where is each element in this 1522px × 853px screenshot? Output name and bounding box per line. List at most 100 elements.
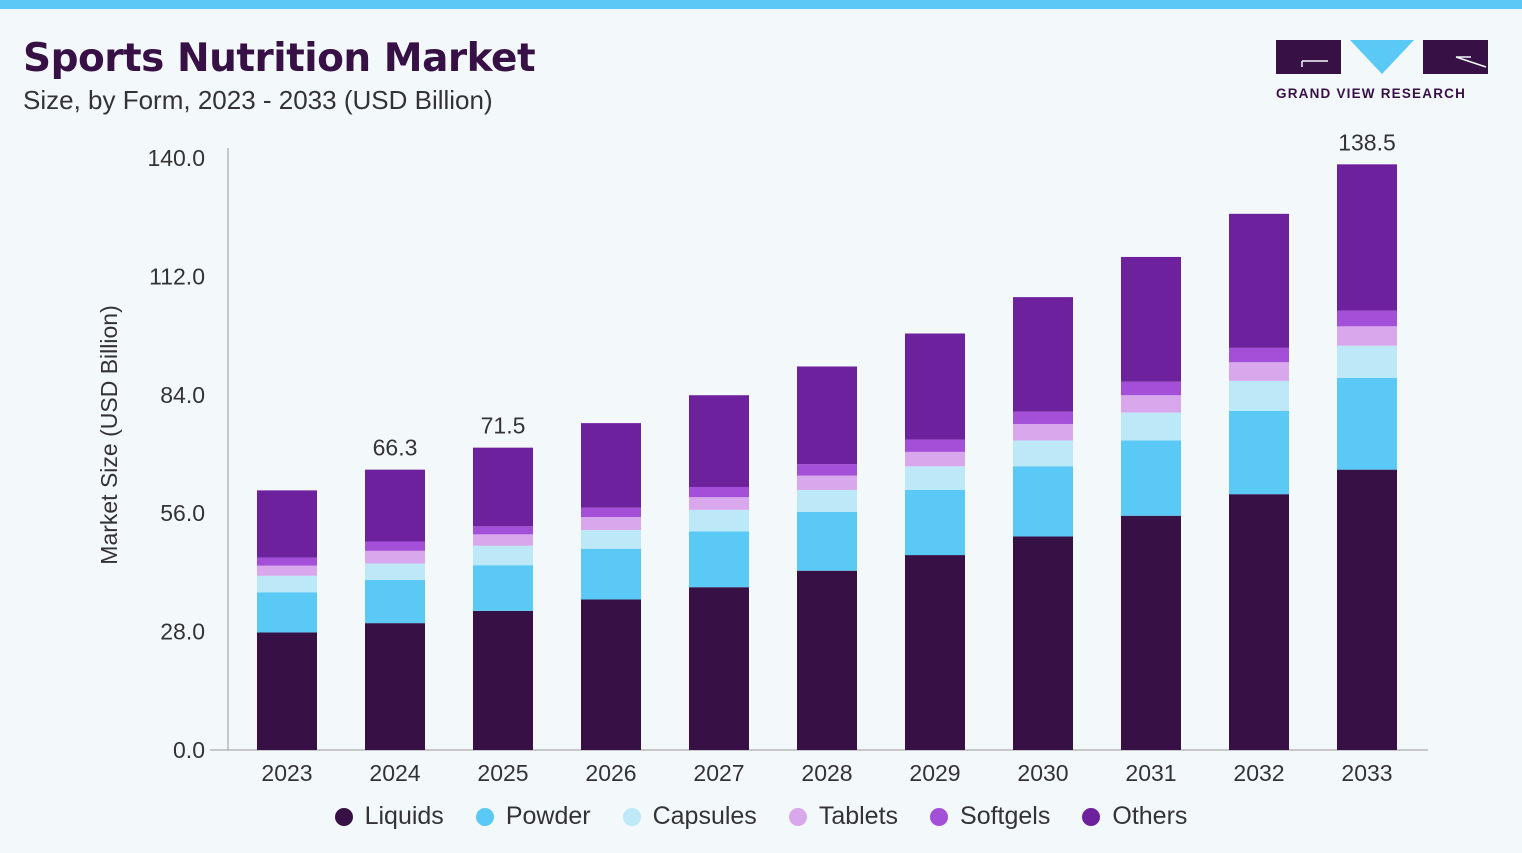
- bar-segment-softgels-2030: [1013, 411, 1073, 424]
- bar-segment-softgels-2027: [689, 486, 749, 498]
- legend-label: Others: [1112, 802, 1188, 830]
- legend-label: Powder: [505, 802, 591, 830]
- legend-label: Softgels: [960, 802, 1051, 830]
- bar-segment-others-2027: [689, 395, 749, 487]
- bar-segment-liquids-2029: [905, 555, 965, 750]
- legend-dot-icon: [334, 807, 353, 826]
- bar-segment-tablets-2026: [581, 517, 641, 531]
- bar-segment-powder-2032: [1229, 410, 1289, 495]
- x-tick-label: 2031: [1125, 760, 1176, 786]
- x-tick-label: 2027: [693, 760, 744, 786]
- bar-segment-others-2030: [1013, 297, 1073, 412]
- bar-segment-softgels-2024: [365, 541, 425, 551]
- y-tick-label: 0.0: [173, 737, 205, 763]
- bar-segment-tablets-2032: [1229, 362, 1289, 381]
- data-label: 66.3: [373, 435, 418, 461]
- chart-title: Sports Nutrition Market: [23, 36, 536, 81]
- bar-segment-tablets-2029: [905, 451, 965, 467]
- y-tick-label: 28.0: [160, 619, 205, 645]
- legend-item-tablets: Tablets: [788, 802, 899, 831]
- data-label: 138.5: [1338, 129, 1396, 155]
- bar-segment-liquids-2027: [689, 587, 749, 750]
- bar-segment-softgels-2028: [797, 464, 857, 476]
- bar-segment-liquids-2033: [1337, 469, 1397, 750]
- bar-segment-tablets-2025: [473, 534, 533, 546]
- bar-segment-tablets-2023: [257, 565, 317, 576]
- x-tick-label: 2029: [909, 760, 960, 786]
- bar-segment-softgels-2023: [257, 557, 317, 566]
- x-tick-label: 2026: [585, 760, 636, 786]
- bar-segment-tablets-2024: [365, 550, 425, 564]
- legend-item-powder: Powder: [475, 802, 591, 831]
- bar-segment-powder-2028: [797, 511, 857, 571]
- bar-segment-capsules-2028: [797, 489, 857, 512]
- legend-label: Liquids: [364, 802, 444, 830]
- legend-item-capsules: Capsules: [622, 802, 757, 831]
- grand-view-research-logo: [1276, 40, 1488, 74]
- legend-dot-icon: [622, 807, 641, 826]
- legend-dot-icon: [475, 807, 494, 826]
- bar-segment-others-2029: [905, 333, 965, 440]
- bar-segment-softgels-2026: [581, 507, 641, 518]
- bar-segment-capsules-2026: [581, 530, 641, 549]
- bar-segment-tablets-2031: [1121, 395, 1181, 413]
- chart-subtitle: Size, by Form, 2023 - 2033 (USD Billion): [23, 85, 493, 115]
- bar-segment-softgels-2029: [905, 439, 965, 452]
- bar-segment-capsules-2029: [905, 466, 965, 490]
- x-tick-label: 2023: [261, 760, 312, 786]
- legend-label: Capsules: [652, 802, 757, 830]
- bar-segment-capsules-2027: [689, 509, 749, 532]
- y-tick-label: 140.0: [147, 145, 205, 171]
- bar-segment-powder-2025: [473, 565, 533, 611]
- bar-segment-liquids-2031: [1121, 515, 1181, 750]
- bar-segment-others-2025: [473, 447, 533, 527]
- bar-segment-capsules-2023: [257, 575, 317, 593]
- bar-segment-softgels-2031: [1121, 381, 1181, 396]
- bar-segment-powder-2029: [905, 489, 965, 556]
- bar-segment-others-2028: [797, 366, 857, 465]
- bar-segment-tablets-2028: [797, 475, 857, 490]
- bar-segment-powder-2023: [257, 592, 317, 633]
- legend-label: Tablets: [818, 802, 899, 830]
- bar-segment-liquids-2032: [1229, 494, 1289, 750]
- bar-segment-others-2032: [1229, 213, 1289, 348]
- legend-dot-icon: [788, 807, 807, 826]
- y-tick-label: 84.0: [160, 382, 205, 408]
- bar-segment-others-2031: [1121, 256, 1181, 382]
- x-tick-label: 2024: [369, 760, 420, 786]
- bar-segment-liquids-2024: [365, 623, 425, 750]
- bar-segment-capsules-2030: [1013, 440, 1073, 467]
- bar-segment-others-2023: [257, 490, 317, 558]
- x-tick-label: 2033: [1341, 760, 1392, 786]
- bar-segment-capsules-2033: [1337, 345, 1397, 378]
- bar-segment-liquids-2030: [1013, 536, 1073, 750]
- y-tick-label: 56.0: [160, 500, 205, 526]
- legend: Liquids Powder Capsules Tablets Softgels Othe…: [0, 802, 1522, 831]
- bar-segment-powder-2027: [689, 531, 749, 588]
- logo-text: GRAND VIEW RESEARCH: [1276, 86, 1467, 101]
- x-tick-label: 2028: [801, 760, 852, 786]
- bar-segment-softgels-2025: [473, 526, 533, 535]
- x-tick-label: 2032: [1233, 760, 1284, 786]
- legend-dot-icon: [1082, 807, 1101, 826]
- bar-segment-softgels-2032: [1229, 347, 1289, 363]
- bar-segment-tablets-2027: [689, 497, 749, 510]
- legend-dot-icon: [930, 807, 949, 826]
- y-tick-label: 112.0: [149, 263, 205, 289]
- bar-segment-powder-2026: [581, 548, 641, 600]
- bar-segment-powder-2030: [1013, 466, 1073, 537]
- bar-segment-powder-2033: [1337, 377, 1397, 470]
- data-label: 71.5: [481, 413, 526, 439]
- bar-segment-liquids-2023: [257, 632, 317, 750]
- y-axis-label: Market Size (USD Billion): [96, 305, 122, 564]
- legend-item-liquids: Liquids: [334, 802, 444, 831]
- bar-segment-liquids-2028: [797, 570, 857, 750]
- bar-segment-liquids-2025: [473, 610, 533, 750]
- bar-segment-softgels-2033: [1337, 310, 1397, 327]
- top-accent-bar: [0, 0, 1522, 9]
- bar-segment-liquids-2026: [581, 599, 641, 750]
- legend-item-softgels: Softgels: [930, 802, 1050, 831]
- bar-segment-others-2033: [1337, 164, 1397, 311]
- x-tick-label: 2025: [477, 760, 528, 786]
